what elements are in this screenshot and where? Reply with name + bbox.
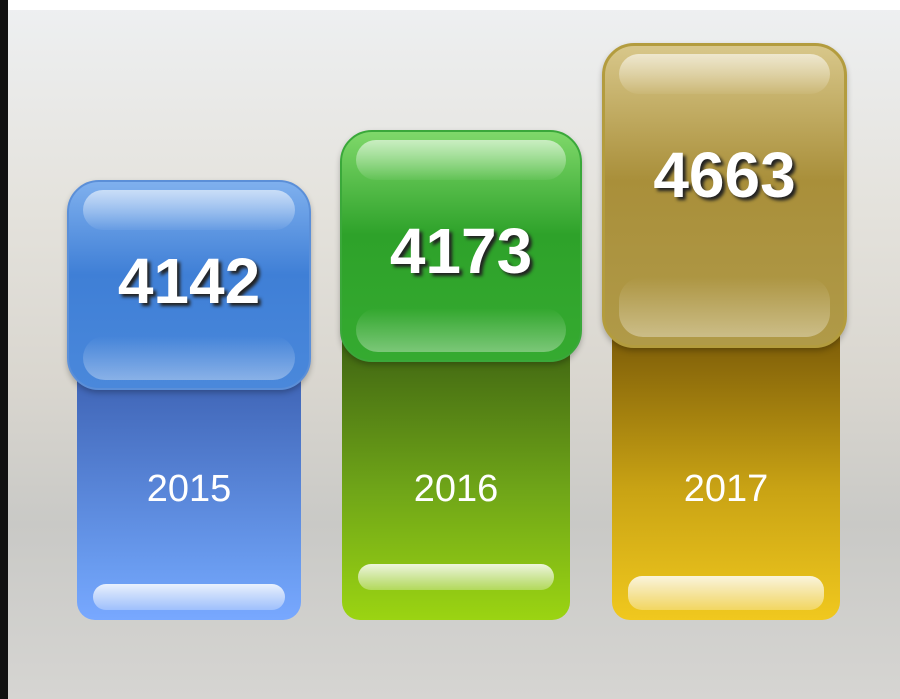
column-cap: 4142 xyxy=(67,180,311,390)
column-base: 2016 xyxy=(342,330,570,620)
column-cap: 4663 xyxy=(602,43,847,348)
gloss xyxy=(356,308,566,352)
gloss xyxy=(83,336,295,380)
column-base: 2015 xyxy=(77,360,301,620)
pill xyxy=(358,564,554,590)
year-label: 2015 xyxy=(146,468,232,510)
gloss xyxy=(619,54,830,94)
pill xyxy=(93,584,285,610)
value-label: 4142 xyxy=(117,245,261,317)
top-band xyxy=(8,0,900,10)
year-label: 2016 xyxy=(413,468,499,510)
pill xyxy=(628,576,824,610)
gloss xyxy=(83,190,295,230)
column-base: 2017 xyxy=(612,330,840,620)
year-label: 2017 xyxy=(683,468,769,510)
gloss xyxy=(356,140,566,180)
edge xyxy=(0,0,8,699)
value-label: 4173 xyxy=(389,215,533,287)
column-cap: 4173 xyxy=(340,130,582,362)
gloss xyxy=(619,277,830,337)
value-label: 4663 xyxy=(653,139,796,211)
